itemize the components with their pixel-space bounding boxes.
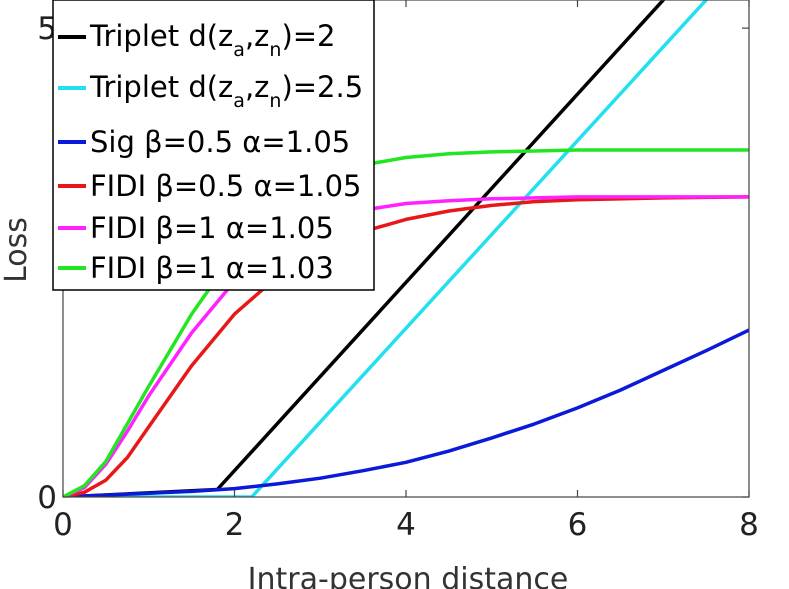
legend: Triplet d(za,zn)=2 Triplet d(za,zn)=2.5 … [52, 0, 375, 291]
y-tick-label: 5 [37, 11, 57, 47]
legend-entry-fidi-05: FIDI β=0.5 α=1.05 [90, 169, 361, 203]
legend-entry-fidi-1-105: FIDI β=1 α=1.05 [90, 211, 334, 245]
legend-subscript: n [269, 90, 281, 112]
legend-text-part: Triplet d(z [89, 19, 233, 53]
series-line-1 [63, 0, 709, 497]
legend-box [52, 0, 375, 291]
legend-text-part: ,z [245, 19, 269, 53]
legend-entry-sig: Sig β=0.5 α=1.05 [90, 125, 350, 159]
x-tick-label: 8 [739, 507, 759, 543]
x-tick-label: 2 [225, 507, 245, 543]
x-tick-label: 4 [396, 507, 416, 543]
ticks-layer: 0 2 4 6 8 0 5 [37, 0, 759, 543]
legend-text-part: ,z [245, 70, 269, 104]
legend-entry-triplet-2-5: Triplet d(za,zn)=2.5 [89, 70, 363, 112]
legend-entry-fidi-1-103: FIDI β=1 α=1.03 [90, 251, 334, 285]
legend-entry-triplet-2: Triplet d(za,zn)=2 [89, 19, 336, 61]
legend-subscript: a [233, 90, 245, 112]
y-tick-label: 0 [37, 480, 57, 516]
legend-text-part: )=2.5 [281, 70, 363, 104]
x-tick-label: 6 [568, 507, 588, 543]
legend-subscript: n [269, 39, 281, 61]
y-axis-label: Loss [0, 217, 34, 283]
x-tick-label: 0 [53, 507, 73, 543]
series-line-2 [63, 328, 749, 497]
x-axis-label: Intra-person distance [248, 562, 569, 589]
legend-text-part: )=2 [281, 19, 335, 53]
legend-text-part: Triplet d(z [89, 70, 233, 104]
legend-subscript: a [233, 39, 245, 61]
